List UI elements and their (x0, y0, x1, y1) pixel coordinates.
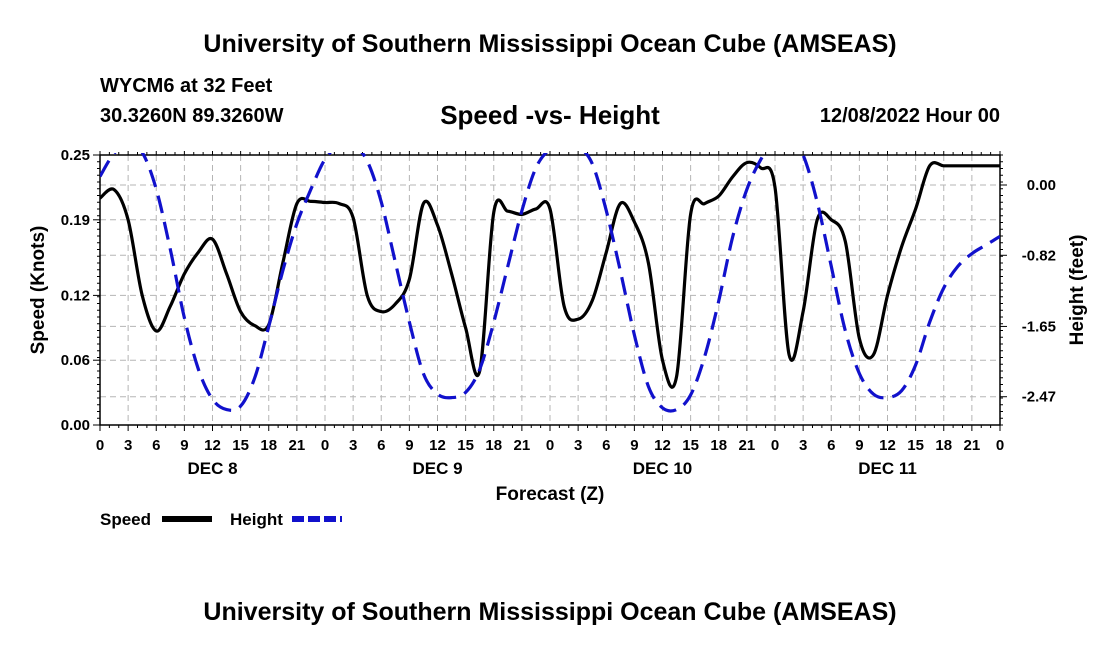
y-tick-label: 0.06 (61, 352, 90, 369)
y-tick-label: 0.19 (61, 212, 90, 229)
y-axis-label: Speed (Knots) (28, 226, 49, 355)
legend-height-label: Height (230, 510, 283, 529)
x-tick-label: 18 (710, 437, 727, 454)
x-tick-label: 15 (457, 437, 474, 454)
x-tick-label: 0 (546, 437, 554, 454)
forecast-datetime: 12/08/2022 Hour 00 (819, 105, 1000, 127)
day-label: DEC 8 (187, 459, 237, 478)
y2-tick-label: -1.65 (1022, 318, 1056, 335)
legend-speed-label: Speed (100, 510, 151, 529)
x-tick-label: 18 (260, 437, 277, 454)
x-tick-label: 9 (405, 437, 413, 454)
x-tick-label: 21 (739, 437, 756, 454)
x-tick-label: 9 (630, 437, 638, 454)
x-tick-label: 0 (996, 437, 1004, 454)
x-tick-label: 6 (377, 437, 385, 454)
x-tick-label: 12 (429, 437, 446, 454)
x-tick-label: 21 (964, 437, 981, 454)
x-tick-label: 12 (879, 437, 896, 454)
y2-tick-label: -2.47 (1022, 389, 1056, 406)
x-tick-label: 0 (96, 437, 104, 454)
y2-tick-label: -0.82 (1022, 247, 1056, 264)
x-tick-label: 21 (289, 437, 306, 454)
y-tick-label: 0.12 (61, 287, 90, 304)
y2-axis-label: Height (feet) (1067, 235, 1088, 346)
speed-series-line (100, 160, 1000, 389)
x-tick-label: 21 (514, 437, 531, 454)
x-tick-label: 3 (574, 437, 582, 454)
day-label: DEC 10 (633, 459, 693, 478)
y2-tick-label: 0.00 (1027, 177, 1056, 194)
x-axis-label: Forecast (Z) (496, 484, 605, 505)
x-tick-label: 6 (827, 437, 835, 454)
x-tick-label: 15 (907, 437, 924, 454)
day-label: DEC 11 (858, 459, 917, 478)
x-tick-label: 6 (152, 437, 160, 454)
x-tick-label: 3 (124, 437, 132, 454)
y-tick-label: 0.00 (61, 417, 90, 434)
x-tick-label: 18 (485, 437, 502, 454)
x-tick-label: 18 (935, 437, 952, 454)
chart-subtitle: Speed -vs- Height (440, 100, 660, 130)
footer-title: University of Southern Mississippi Ocean… (203, 598, 897, 626)
chart-title: University of Southern Mississippi Ocean… (203, 30, 897, 58)
height-series-line (100, 153, 1000, 413)
coordinates-label: 30.3260N 89.3260W (100, 105, 284, 127)
x-tick-label: 6 (602, 437, 610, 454)
day-label: DEC 9 (412, 459, 462, 478)
y-tick-label: 0.25 (61, 147, 90, 164)
x-tick-label: 9 (180, 437, 188, 454)
x-tick-label: 15 (682, 437, 699, 454)
x-tick-label: 9 (855, 437, 863, 454)
x-tick-label: 15 (232, 437, 249, 454)
x-tick-label: 3 (799, 437, 807, 454)
x-tick-label: 0 (771, 437, 779, 454)
x-tick-label: 3 (349, 437, 357, 454)
station-label: WYCM6 at 32 Feet (100, 75, 273, 97)
x-tick-label: 12 (654, 437, 671, 454)
x-tick-label: 0 (321, 437, 329, 454)
x-tick-label: 12 (204, 437, 221, 454)
